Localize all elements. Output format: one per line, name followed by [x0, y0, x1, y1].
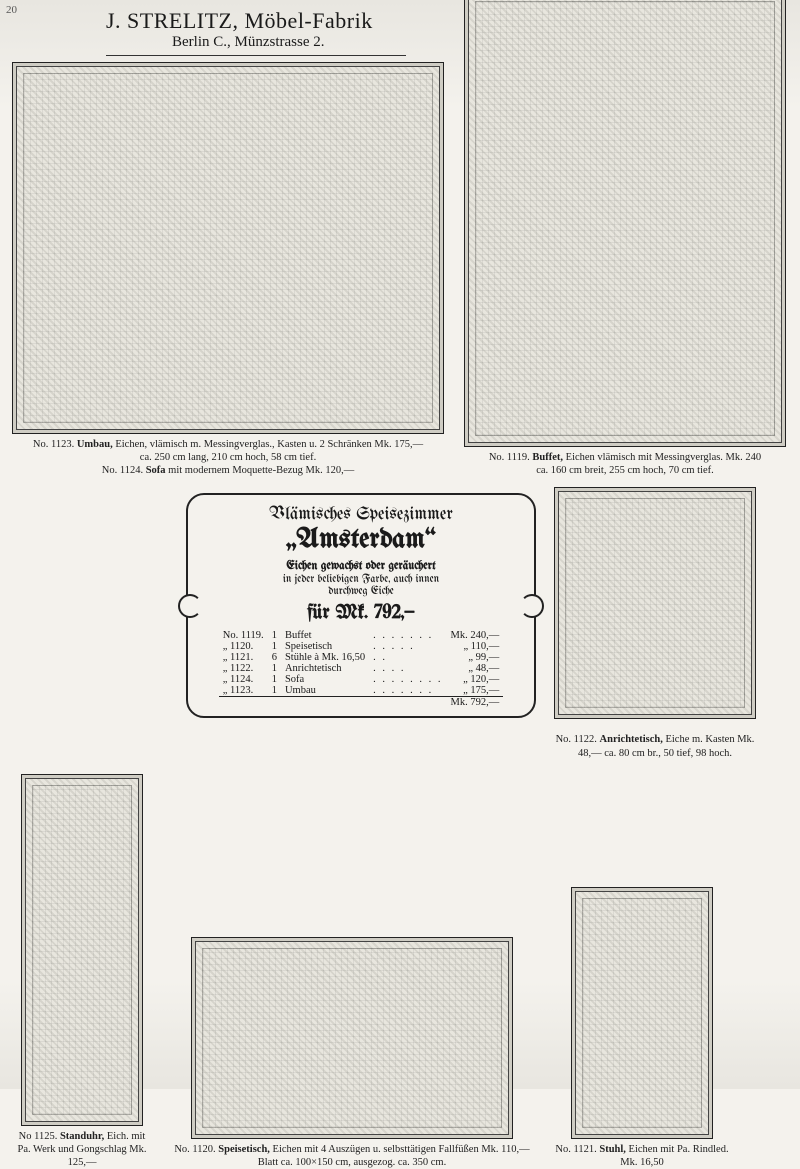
company-address: Berlin C., Münzstrasse 2.: [172, 34, 406, 51]
price-row: „ 1121.6Stühle à Mk. 16,50. .„ 99,—: [219, 652, 504, 663]
catalog-header: J. STRELITZ, Möbel-Fabrik Berlin C., Mün…: [106, 8, 406, 56]
illustration-standuhr: [21, 774, 143, 1126]
illustration-speisetisch: [191, 937, 513, 1139]
infobox-title-1: Vlämisches Speisezimmer: [202, 505, 520, 524]
price-table: No. 1119.1Buffet. . . . . . .Mk. 240,—„ …: [219, 630, 504, 708]
price-row: „ 1120.1Speisetisch. . . . .„ 110,—: [219, 641, 504, 652]
caption-buffet: No. 1119. Buffet, Eichen vlämisch mit Me…: [489, 451, 761, 477]
illustration-umbau: [12, 62, 444, 434]
caption-anrichtetisch: No. 1122. Anrichtetisch, Eiche m. Kasten…: [550, 733, 760, 759]
illustration-buffet: [464, 0, 786, 447]
company-name: J. STRELITZ, Möbel-Fabrik: [106, 8, 406, 34]
price-row: No. 1119.1Buffet. . . . . . .Mk. 240,—: [219, 630, 504, 641]
infobox-price: für Mk. 792,—: [202, 603, 520, 624]
caption-standuhr: No 1125. Standuhr, Eich. mit Pa. Werk un…: [12, 1130, 152, 1169]
price-row: „ 1122.1Anrichtetisch. . . .„ 48,—: [219, 663, 504, 674]
infobox-line3: Eichen gewachst oder geräuchert: [202, 561, 520, 573]
price-row: „ 1124.1Sofa. . . . . . . .„ 120,—: [219, 674, 504, 685]
illustration-stuhl: [571, 887, 713, 1139]
page-number: 20: [6, 4, 17, 16]
infobox-title-2: „Amsterdam“: [202, 526, 520, 555]
price-row: „ 1123.1Umbau. . . . . . .„ 175,—: [219, 685, 504, 697]
caption-stuhl: No. 1121. Stuhl, Eichen mit Pa. Rindled.…: [552, 1143, 732, 1169]
illustration-anrichtetisch: [554, 487, 756, 719]
infobox-line4: in jeder beliebigen Farbe, auch innen: [202, 573, 520, 585]
infobox-line5: durchweg Eiche: [202, 585, 520, 597]
price-infobox: Vlämisches Speisezimmer „Amsterdam“ Eich…: [186, 493, 536, 718]
caption-umbau: No. 1123. Umbau, Eichen, vlämisch m. Mes…: [33, 438, 423, 477]
caption-speisetisch: No. 1120. Speisetisch, Eichen mit 4 Ausz…: [172, 1143, 532, 1169]
